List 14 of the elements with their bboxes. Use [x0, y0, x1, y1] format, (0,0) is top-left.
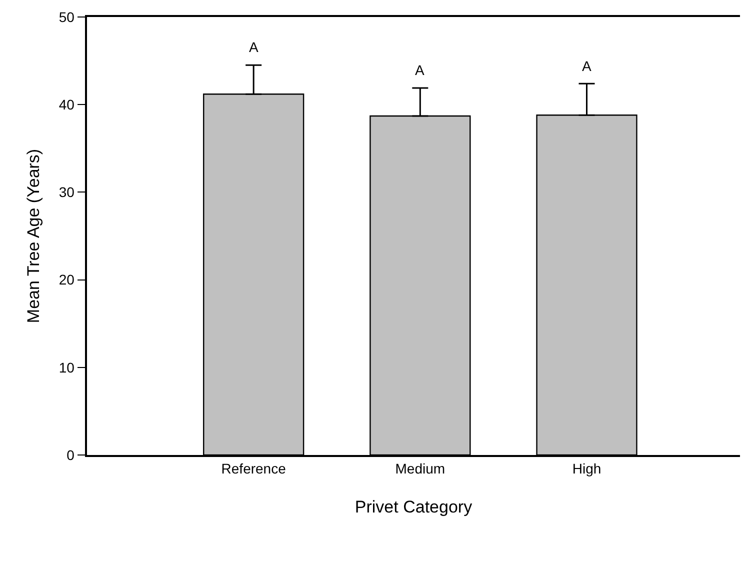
y-tick-label: 30 — [58, 184, 75, 200]
y-tick-label: 40 — [58, 96, 75, 112]
annotation: A — [415, 62, 425, 78]
y-axis-title: Mean Tree Age (Years) — [24, 148, 43, 324]
annotation: A — [249, 39, 259, 55]
y-tick-label: 0 — [66, 446, 75, 463]
y-tick-label: 20 — [58, 272, 75, 288]
y-tick-label: 50 — [58, 8, 75, 25]
x-tick-label: Reference — [221, 460, 286, 477]
x-tick-label: Medium — [395, 460, 446, 477]
x-tick-label: High — [572, 460, 602, 477]
annotation: A — [582, 58, 592, 74]
y-tick-label: 10 — [58, 359, 75, 376]
x-axis-title: Privet Category — [354, 497, 473, 516]
